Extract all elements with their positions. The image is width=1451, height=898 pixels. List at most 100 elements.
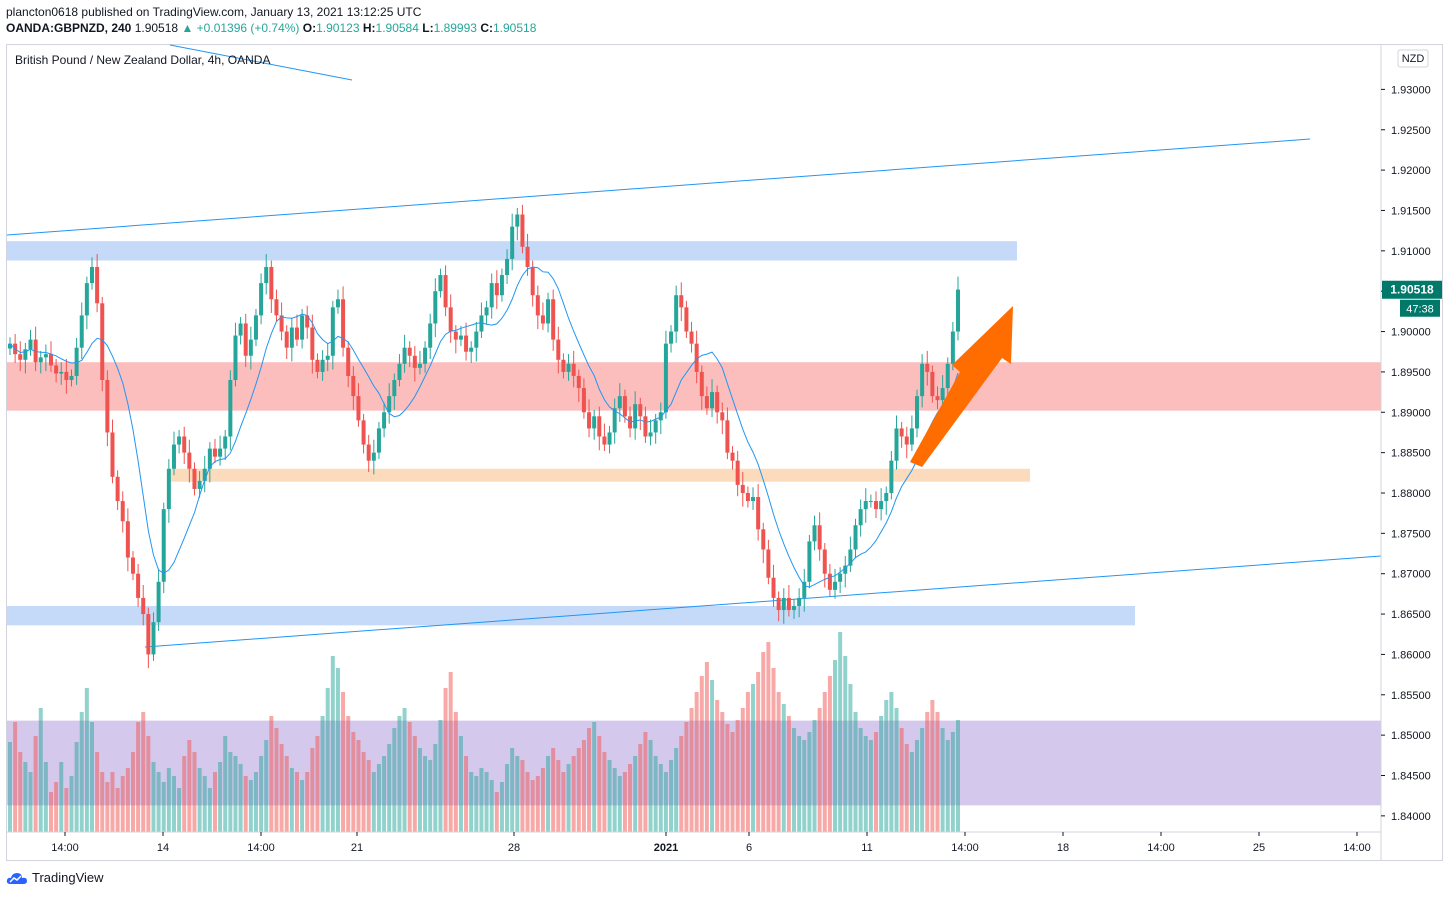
price-tick-label: 1.84000: [1391, 811, 1431, 823]
volume-bar: [474, 776, 479, 832]
volume-bar: [658, 764, 663, 832]
volume-bar: [489, 780, 494, 832]
candle-body: [59, 371, 64, 374]
volume-bar: [540, 768, 545, 832]
volume-bar: [310, 748, 315, 832]
candle-body: [253, 315, 258, 340]
volume-bar: [679, 736, 684, 832]
volume-bar: [889, 692, 894, 832]
volume-bar: [387, 744, 392, 832]
volume-bar: [428, 760, 433, 832]
candle-body: [346, 347, 351, 376]
candle-body: [792, 605, 797, 611]
volume-bar: [827, 676, 832, 832]
price-tick-label: 1.91000: [1391, 246, 1431, 258]
volume-bar: [289, 768, 294, 832]
candle-body: [248, 339, 253, 356]
volume-bar: [858, 728, 863, 832]
candle-body: [571, 363, 576, 376]
volume-bar: [643, 732, 648, 832]
price-tick-label: 1.86000: [1391, 649, 1431, 661]
volume-bar: [212, 772, 217, 832]
volume-bar: [341, 692, 346, 832]
candle-body: [171, 444, 176, 469]
candle-body: [458, 335, 463, 340]
candle-body: [177, 436, 182, 445]
candle-body: [740, 484, 745, 493]
candle-body: [23, 349, 28, 360]
time-tick-label: 14: [157, 842, 169, 854]
volume-bar: [300, 780, 305, 832]
candle-body: [648, 432, 653, 437]
volume-bar: [136, 722, 141, 832]
price-tick-label: 1.91500: [1391, 205, 1431, 217]
candle-body: [351, 375, 356, 397]
candle-body: [520, 214, 525, 247]
cloud-logo-icon: [6, 872, 27, 884]
volume-bar: [453, 712, 458, 832]
candle-body: [243, 323, 248, 356]
candle-body: [494, 283, 499, 296]
candle-body: [453, 331, 458, 340]
candle-body: [320, 359, 325, 372]
volume-bar: [294, 772, 299, 832]
volume-bar: [207, 788, 212, 832]
candle-body: [187, 452, 192, 469]
currency-badge: [1397, 49, 1429, 68]
candle-body: [817, 525, 822, 550]
volume-bar: [833, 660, 838, 832]
high-value: 1.90584: [375, 21, 419, 35]
volume-bar: [8, 742, 12, 832]
time-tick-label: 14:00: [951, 842, 979, 854]
candle-body: [766, 549, 771, 578]
volume-bar: [843, 656, 848, 832]
candle-body: [341, 299, 346, 348]
candle-body: [474, 331, 479, 348]
volume-bar: [684, 722, 689, 832]
volume-bar: [730, 732, 735, 832]
volume-bar: [69, 776, 74, 832]
candle-body: [269, 266, 274, 300]
volume-bar: [776, 692, 781, 832]
lower-channel-line: [144, 555, 1382, 648]
volume-bar: [551, 748, 556, 832]
candle-body: [125, 521, 130, 558]
volume-bar: [561, 772, 566, 832]
volume-bar: [602, 752, 607, 832]
volume-bar: [274, 728, 279, 832]
moving-average-line: [9, 266, 959, 588]
volume-bar: [161, 782, 166, 832]
candle-body: [284, 331, 289, 348]
volume-bar: [597, 736, 602, 832]
candle-body: [479, 315, 484, 332]
volume-bar: [366, 760, 371, 832]
candle-body: [658, 412, 663, 421]
candle-body: [325, 355, 330, 360]
candle-body: [566, 363, 571, 372]
volume-bar: [484, 772, 489, 832]
candle-body: [166, 468, 171, 510]
candle-body: [730, 452, 735, 461]
chart-header: plancton0618 published on TradingView.co…: [6, 4, 536, 36]
time-tick-label: 18: [1057, 842, 1069, 854]
candle-body: [120, 501, 125, 522]
price-tick-label: 1.89000: [1391, 407, 1431, 419]
candle-body: [761, 529, 766, 550]
candle-body: [18, 354, 23, 360]
candle-body: [330, 307, 335, 356]
volume-bar: [535, 776, 540, 832]
candle-body: [776, 597, 781, 611]
volume-bar: [28, 772, 33, 832]
tradingview-logo[interactable]: TradingView: [6, 870, 104, 885]
candle-body: [699, 371, 704, 397]
candle-body: [915, 396, 920, 429]
candle-body: [797, 597, 802, 606]
candle-body: [525, 246, 530, 267]
volume-bar: [23, 762, 28, 832]
candle-body: [540, 315, 545, 324]
price-tick-label: 1.88500: [1391, 448, 1431, 460]
volume-bar: [182, 756, 187, 832]
volume-bar: [950, 732, 955, 832]
volume-bar: [689, 708, 694, 832]
